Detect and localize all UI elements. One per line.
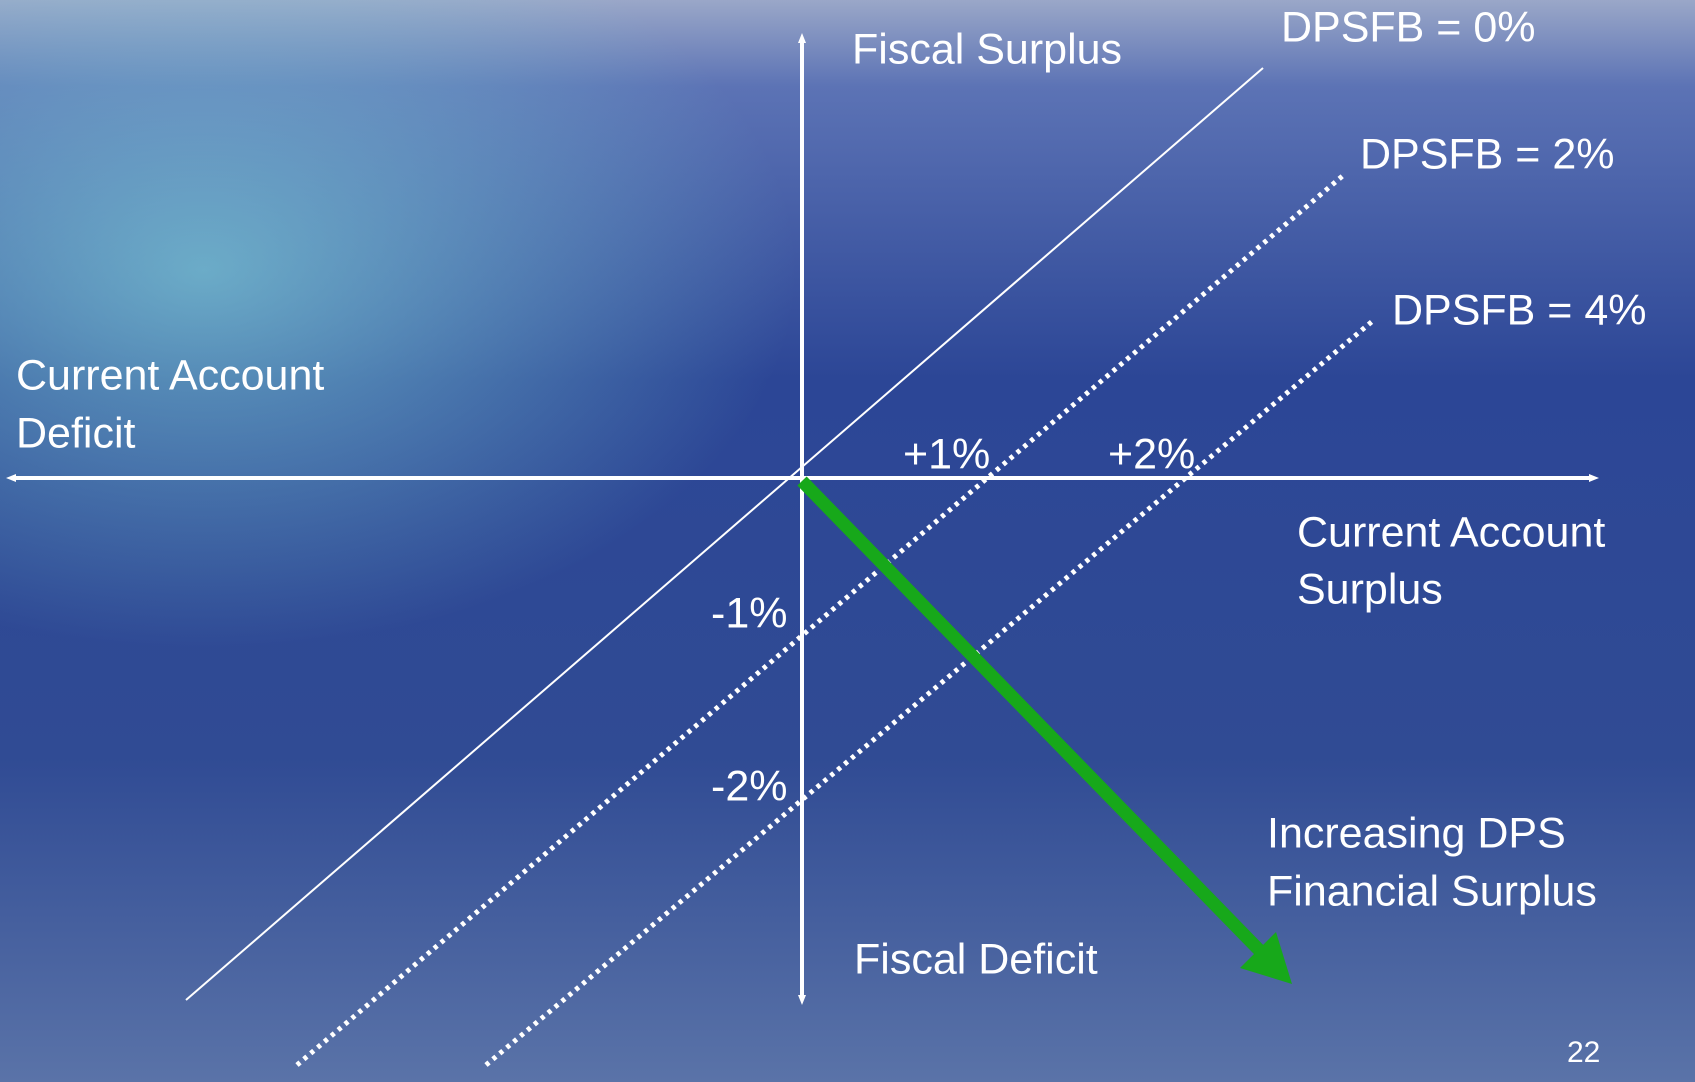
axis-label: Deficit xyxy=(16,409,136,457)
page-number: 22 xyxy=(1567,1036,1600,1069)
green-arrow-shaft xyxy=(797,476,1267,958)
tick-label: -2% xyxy=(711,762,787,810)
line-label: DPSFB = 4% xyxy=(1392,286,1647,334)
line-label: DPSFB = 0% xyxy=(1281,3,1536,51)
axis-label: Current Account xyxy=(1297,508,1605,556)
axis-label: Surplus xyxy=(1297,565,1443,613)
axis-label: Fiscal Deficit xyxy=(854,935,1098,983)
tick-label: +2% xyxy=(1108,430,1195,478)
arrow-label: Increasing DPS xyxy=(1267,809,1566,857)
tick-label: -1% xyxy=(711,589,787,637)
axis-label: Fiscal Surplus xyxy=(852,25,1122,73)
tick-label: +1% xyxy=(903,430,990,478)
axis-label: Current Account xyxy=(16,351,324,399)
arrow-label: Financial Surplus xyxy=(1267,867,1597,915)
line-label: DPSFB = 2% xyxy=(1360,130,1615,178)
green-arrow-head xyxy=(1240,932,1292,984)
dpsfb-0-line xyxy=(185,67,1264,1001)
